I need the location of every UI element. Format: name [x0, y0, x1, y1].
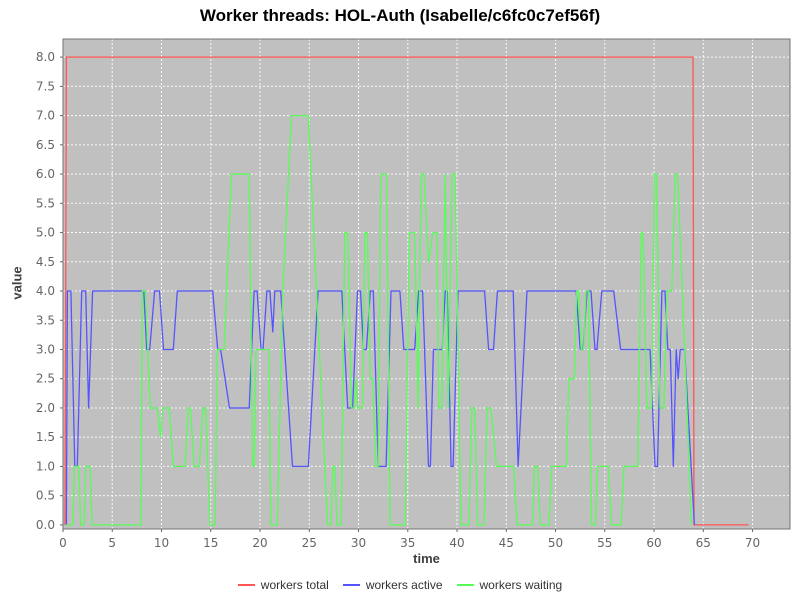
y-tick-label: 2.5 — [36, 372, 55, 386]
legend-item-workers-waiting: workers waiting — [456, 578, 563, 592]
x-tick-label: 25 — [302, 536, 317, 550]
x-axis-title: time — [413, 551, 440, 566]
x-tick-label: 55 — [597, 536, 612, 550]
x-tick-label: 10 — [154, 536, 169, 550]
y-tick-label: 7.0 — [36, 109, 55, 123]
x-tick-label: 30 — [351, 536, 366, 550]
workers-active-swatch-icon — [342, 584, 360, 586]
y-tick-label: 3.0 — [36, 342, 55, 356]
y-tick-label: 5.0 — [36, 226, 55, 240]
y-tick-label: 0.0 — [36, 518, 55, 532]
legend-label-workers-waiting: workers waiting — [479, 578, 563, 592]
x-tick-label: 15 — [203, 536, 218, 550]
x-tick-label: 60 — [646, 536, 661, 550]
legend-item-workers-total: workers total — [237, 578, 329, 592]
plot-background — [63, 39, 790, 529]
workers-waiting-swatch-icon — [456, 584, 474, 586]
legend-label-workers-active: workers active — [365, 578, 443, 592]
y-tick-label: 5.5 — [36, 196, 55, 210]
series-line-workers-waiting — [66, 114, 693, 526]
x-tick-label: 70 — [745, 536, 760, 550]
x-tick-label: 40 — [449, 536, 464, 550]
y-tick-label: 2.0 — [36, 401, 55, 415]
legend-item-workers-active: workers active — [342, 578, 443, 592]
y-tick-label: 1.0 — [36, 459, 55, 473]
y-tick-label: 6.0 — [36, 167, 55, 181]
y-tick-label: 0.5 — [36, 489, 55, 503]
x-tick-label: 45 — [499, 536, 514, 550]
y-tick-label: 1.5 — [36, 430, 55, 444]
legend: workers total workers active workers wai… — [0, 578, 800, 592]
x-tick-label: 35 — [400, 536, 415, 550]
chart-title: Worker threads: HOL-Auth (Isabelle/c6fc0… — [199, 6, 601, 25]
y-tick-label: 3.5 — [36, 313, 55, 327]
y-tick-label: 7.5 — [36, 79, 55, 93]
x-tick-label: 0 — [59, 536, 67, 550]
x-tick-label: 20 — [252, 536, 267, 550]
x-tick-label: 5 — [108, 536, 116, 550]
workers-total-swatch-icon — [237, 584, 255, 586]
y-tick-label: 8.0 — [36, 50, 55, 64]
y-tick-label: 4.5 — [36, 255, 55, 269]
x-tick-label: 50 — [548, 536, 563, 550]
plot-border — [62, 38, 791, 530]
y-tick-label: 4.0 — [36, 284, 55, 298]
x-tick-label: 65 — [696, 536, 711, 550]
legend-label-workers-total: workers total — [260, 578, 329, 592]
y-tick-label: 6.5 — [36, 138, 55, 152]
series-line-workers-total — [64, 56, 749, 526]
